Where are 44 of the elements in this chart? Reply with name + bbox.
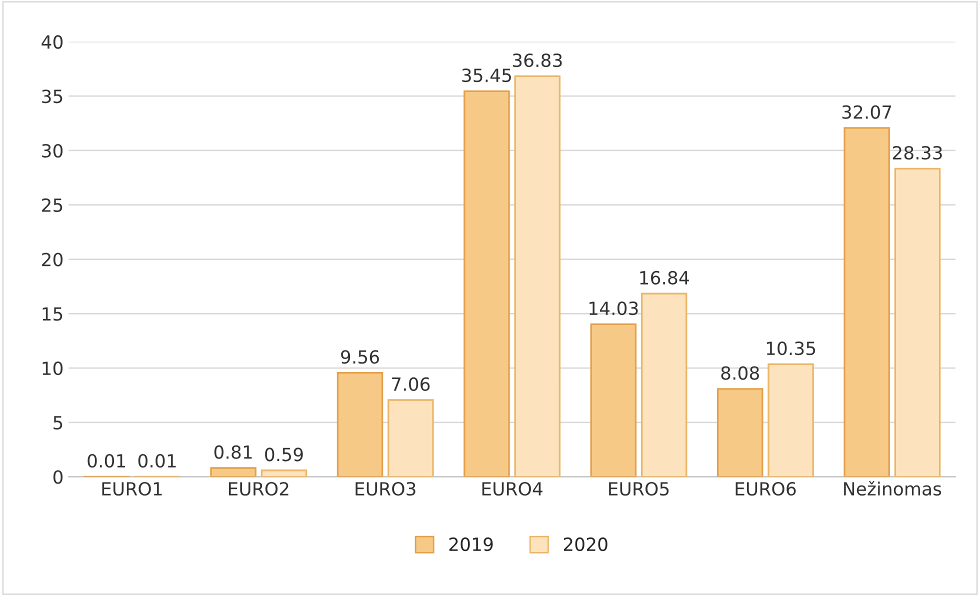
x-tick-label: EURO3 [356, 482, 416, 496]
y-tick-label: 5 [54, 416, 62, 430]
data-label: 8.08 [721, 366, 759, 380]
data-label: 7.06 [392, 377, 430, 391]
bar [388, 399, 434, 477]
bar [768, 363, 814, 477]
x-tick-label: EURO4 [482, 482, 542, 496]
data-label: 35.45 [462, 68, 511, 82]
bar [716, 388, 764, 477]
bar [464, 90, 510, 477]
x-tick-label: EURO5 [609, 482, 669, 496]
data-label: 36.83 [512, 53, 562, 68]
data-label: 10.35 [766, 342, 816, 356]
y-tick-label: 30 [42, 144, 63, 158]
data-label: 0.01 [138, 454, 176, 468]
legend-label: 2020 [564, 537, 608, 552]
y-tick-label: 35 [42, 90, 62, 104]
data-label: 0.59 [265, 448, 303, 462]
data-label: 16.84 [640, 270, 689, 285]
data-label: 9.56 [341, 350, 379, 364]
x-tick-label: EURO1 [102, 482, 162, 496]
x-tick-label: EURO2 [228, 482, 288, 496]
bar [210, 467, 256, 477]
bar [844, 127, 890, 477]
bar [514, 75, 561, 477]
data-label: 0.01 [88, 454, 126, 468]
data-label: 32.07 [842, 105, 892, 119]
data-label: 0.81 [214, 445, 252, 459]
y-tick-label: 10 [42, 361, 63, 376]
y-tick-label: 15 [42, 307, 62, 321]
x-tick-label: EURO6 [736, 482, 796, 496]
data-label: 28.33 [892, 146, 942, 160]
bar [260, 470, 308, 477]
y-tick-label: 20 [42, 252, 63, 266]
bar [640, 292, 688, 477]
legend-label: 2019 [449, 537, 493, 552]
data-label: 14.03 [590, 301, 638, 316]
bar [336, 372, 384, 477]
x-tick-label: Nežinomas [844, 480, 942, 496]
y-tick-label: 40 [42, 35, 63, 49]
bar [894, 168, 941, 477]
bar [590, 323, 637, 477]
y-tick-label: 25 [42, 198, 62, 212]
y-tick-label: 0 [53, 470, 63, 484]
